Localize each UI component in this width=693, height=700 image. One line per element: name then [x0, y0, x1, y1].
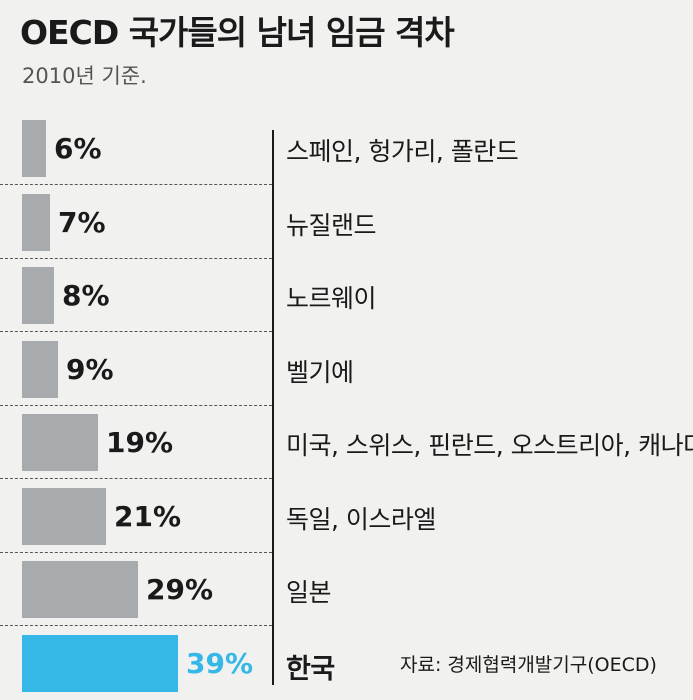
row-divider [0, 257, 272, 259]
source-note: 자료: 경제협력개발기구(OECD) [400, 654, 657, 676]
row-divider [0, 478, 272, 479]
bar-row: 6% 스페인, 헝가리, 폴란드 [0, 112, 693, 185]
category-label: 노르웨이 [286, 284, 377, 313]
bar [22, 487, 106, 545]
bar [22, 267, 54, 324]
bar-row: 19% 미국, 스위스, 핀란드, 오스트리아, 캐나다 [0, 406, 693, 479]
category-label: 한국 [286, 653, 335, 685]
bar-row: 39% 한국 [0, 627, 693, 700]
bar-row: 9% 벨기에 [0, 333, 693, 406]
bar [22, 561, 138, 618]
category-label: 일본 [286, 578, 332, 607]
row-divider [0, 331, 272, 332]
bar-row: 7% 뉴질랜드 [0, 186, 693, 259]
row-divider [0, 184, 272, 185]
row-divider [0, 551, 272, 553]
bar [22, 634, 178, 692]
bar [22, 340, 58, 398]
bar [22, 414, 98, 471]
bar [22, 193, 50, 251]
bar-row: 8% 노르웨이 [0, 259, 693, 332]
category-label: 뉴질랜드 [286, 210, 377, 240]
row-divider [0, 404, 272, 406]
value-label: 6% [54, 132, 102, 165]
category-label: 미국, 스위스, 핀란드, 오스트리아, 캐나다 [286, 431, 693, 460]
chart-subtitle: 2010년 기준. [22, 64, 147, 88]
chart-title: OECD 국가들의 남녀 임금 격차 [20, 13, 455, 52]
value-label: 39% [186, 646, 254, 680]
category-label: 독일, 이스라엘 [286, 504, 436, 534]
row-divider [0, 625, 272, 626]
value-label: 29% [146, 573, 214, 606]
bar [22, 120, 46, 177]
value-label: 8% [62, 279, 110, 312]
value-label: 9% [66, 352, 114, 386]
value-label: 7% [58, 205, 106, 239]
category-label: 스페인, 헝가리, 폴란드 [286, 137, 519, 166]
bar-row: 29% 일본 [0, 553, 693, 626]
axis-line [272, 130, 274, 685]
bar-row: 21% 독일, 이스라엘 [0, 480, 693, 553]
value-label: 21% [114, 499, 182, 533]
category-label: 벨기에 [286, 357, 354, 387]
value-label: 19% [106, 426, 174, 459]
